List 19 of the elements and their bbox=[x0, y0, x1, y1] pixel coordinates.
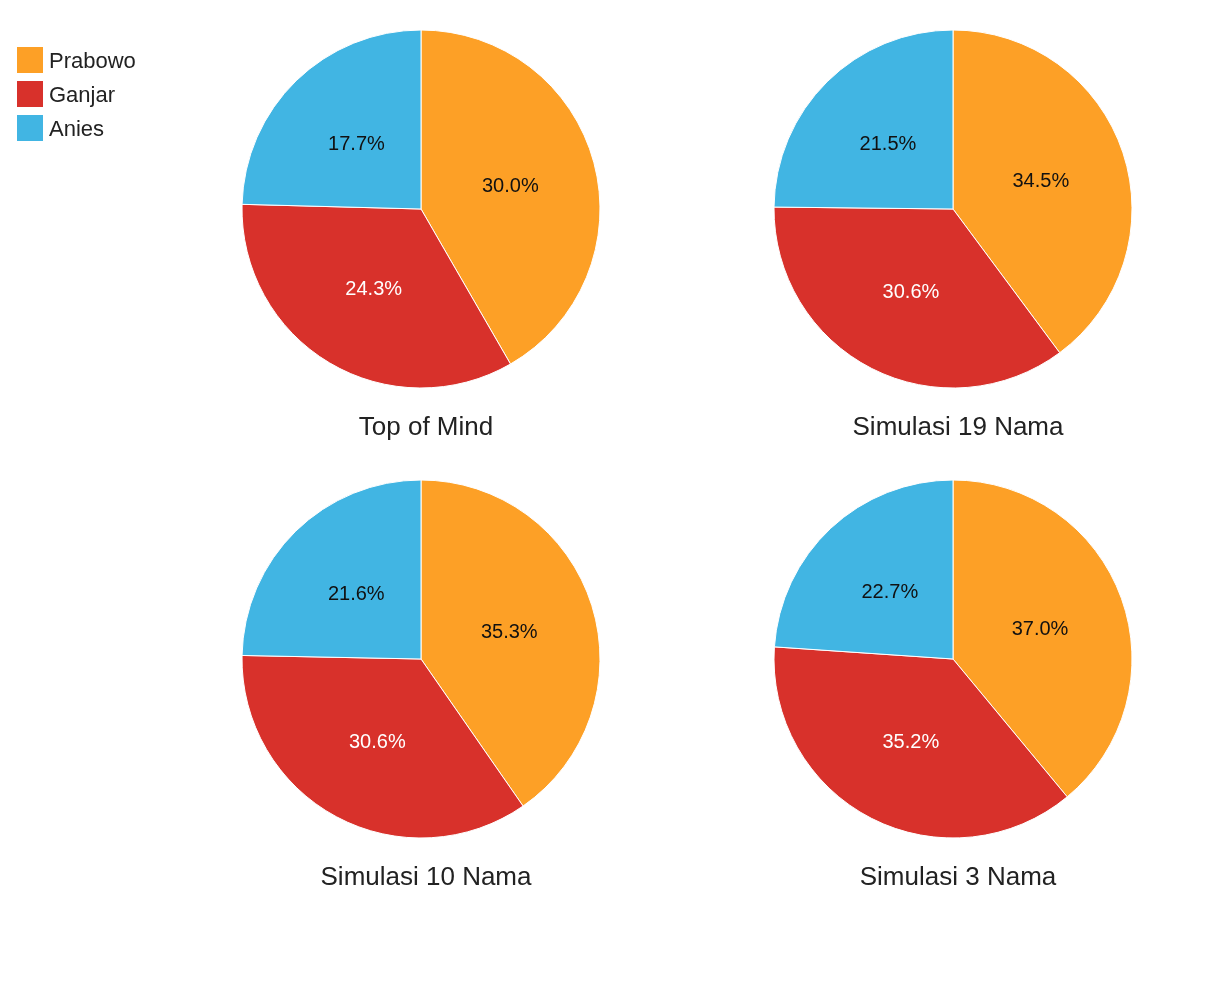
data-label: 17.7% bbox=[328, 131, 386, 154]
data-label: 35.2% bbox=[882, 730, 940, 753]
data-label: 35.3% bbox=[480, 620, 538, 643]
legend-label: Ganjar bbox=[49, 81, 116, 107]
data-label: 24.3% bbox=[345, 277, 403, 300]
data-label: 37.0% bbox=[1011, 616, 1069, 639]
text: Simulasi 10 Nama bbox=[320, 861, 533, 891]
data-label: 30.6% bbox=[348, 729, 406, 752]
data-label: 30.0% bbox=[481, 174, 539, 197]
data-label: 30.6% bbox=[882, 280, 940, 303]
text: Top of Mind bbox=[358, 411, 494, 441]
data-label: 22.7% bbox=[861, 580, 919, 603]
data-label: 21.6% bbox=[327, 581, 385, 604]
legend-label: Prabowo bbox=[49, 47, 136, 73]
data-label: 34.5% bbox=[1012, 168, 1070, 191]
text: Simulasi 3 Nama bbox=[859, 861, 1057, 891]
data-label: 21.5% bbox=[859, 132, 917, 155]
legend-label: Anies bbox=[49, 115, 105, 141]
text: Simulasi 19 Nama bbox=[852, 411, 1065, 441]
